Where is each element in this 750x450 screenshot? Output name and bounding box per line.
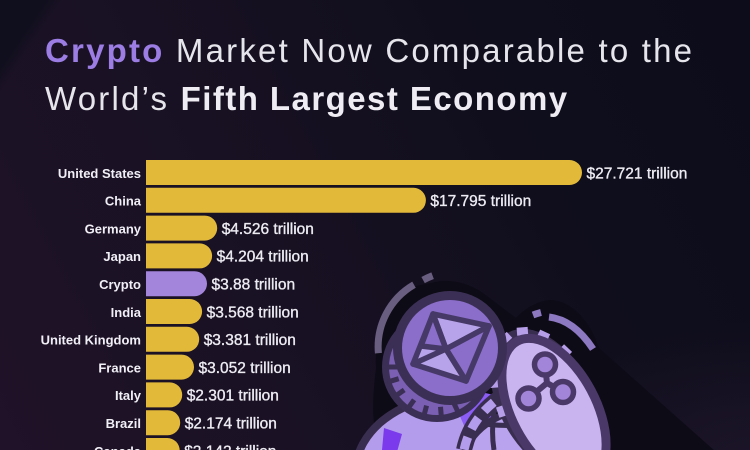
svg-text:United States: United States (58, 166, 141, 181)
svg-text:$3.052 trillion: $3.052 trillion (199, 360, 291, 377)
svg-text:$4.526 trillion: $4.526 trillion (222, 221, 314, 238)
svg-text:Japan: Japan (103, 249, 141, 264)
svg-text:$3.568 trillion: $3.568 trillion (207, 304, 299, 321)
svg-text:$2.301 trillion: $2.301 trillion (187, 388, 279, 405)
svg-text:India: India (111, 305, 142, 320)
svg-text:$27.721 trillion: $27.721 trillion (587, 165, 688, 182)
svg-text:France: France (98, 360, 141, 375)
svg-text:Germany: Germany (85, 221, 142, 236)
svg-text:$17.795 trillion: $17.795 trillion (430, 193, 531, 210)
svg-text:Italy: Italy (115, 388, 142, 403)
svg-text:$2.142 trillion: $2.142 trillion (184, 443, 276, 450)
svg-text:United Kingdom: United Kingdom (41, 333, 141, 348)
svg-text:Canada: Canada (94, 444, 142, 450)
svg-text:$2.174 trillion: $2.174 trillion (185, 416, 277, 433)
svg-text:China: China (105, 194, 142, 209)
svg-text:Brazil: Brazil (106, 416, 141, 431)
svg-text:$4.204 trillion: $4.204 trillion (217, 249, 309, 266)
svg-text:Crypto: Crypto (99, 277, 141, 292)
svg-text:$3.88 trillion: $3.88 trillion (212, 277, 296, 294)
svg-text:$3.381 trillion: $3.381 trillion (204, 332, 296, 349)
